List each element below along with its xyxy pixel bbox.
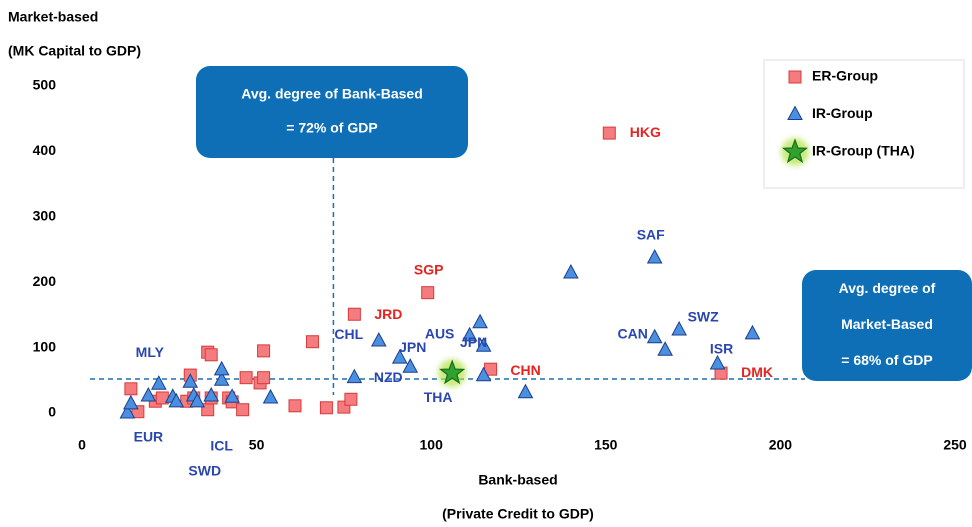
point <box>257 371 271 385</box>
legend-marker <box>788 70 802 84</box>
point <box>344 392 358 406</box>
point <box>213 360 230 376</box>
callout-box <box>802 270 972 381</box>
x-tick-label: 200 <box>769 437 793 453</box>
point-label: DMK <box>741 364 773 380</box>
point-label: JRD <box>374 306 402 322</box>
callout-text: Avg. degree of Bank-Based <box>241 86 423 102</box>
callout-text: Market-Based <box>841 316 933 332</box>
y-tick-label: 100 <box>33 338 57 354</box>
callout-box <box>196 66 468 158</box>
y-tick-label: 200 <box>33 273 57 289</box>
point-label: MLY <box>136 344 165 360</box>
callout-text: = 68% of GDP <box>841 352 932 368</box>
x-tick-label: 50 <box>249 437 265 453</box>
point <box>213 371 230 386</box>
point-label: THA <box>424 389 453 405</box>
legend-label: IR-Group (THA) <box>812 143 915 159</box>
point <box>150 375 167 390</box>
point <box>671 320 687 336</box>
callout-text: = 72% of GDP <box>286 120 377 136</box>
point-label: ISR <box>710 341 733 357</box>
point <box>239 371 253 385</box>
point-label: SWD <box>188 463 221 479</box>
x-axis-title: Bank-based <box>478 472 557 488</box>
point <box>391 349 408 364</box>
y-axis-title: Market-based <box>8 9 98 25</box>
point <box>657 341 674 356</box>
point <box>236 403 250 417</box>
y-tick-label: 300 <box>33 208 57 224</box>
point-label: SAF <box>637 227 665 243</box>
y-tick-label: 400 <box>33 142 57 158</box>
point-label: CAN <box>618 325 648 341</box>
point-label: CHL <box>334 326 363 342</box>
point <box>475 337 492 352</box>
x-tick-label: 0 <box>78 437 86 453</box>
point <box>744 324 761 340</box>
point-label: NZD <box>374 369 403 385</box>
point <box>563 263 579 279</box>
point-label: AUS <box>425 326 455 342</box>
point <box>602 126 616 140</box>
point <box>123 394 139 410</box>
point <box>288 399 302 413</box>
x-tick-label: 250 <box>943 437 967 453</box>
y-axis-title: (MK Capital to GDP) <box>8 43 141 59</box>
point-label: CHN <box>510 362 540 378</box>
point <box>439 359 466 385</box>
point <box>402 358 419 373</box>
legend-marker <box>787 105 803 120</box>
point <box>203 386 220 402</box>
y-tick-label: 500 <box>33 77 57 93</box>
point <box>319 401 333 415</box>
point <box>646 248 663 264</box>
point <box>224 388 240 403</box>
point <box>370 332 387 347</box>
callout-text: Avg. degree of <box>839 280 936 296</box>
point <box>257 344 271 358</box>
point <box>168 392 185 408</box>
legend-marker <box>781 138 809 164</box>
point <box>472 313 488 329</box>
point <box>346 368 363 384</box>
point <box>709 354 726 370</box>
point <box>119 403 136 419</box>
point-label: JPN <box>460 334 487 350</box>
point-label: ICL <box>210 438 233 454</box>
point <box>646 328 663 344</box>
point-label: SGP <box>414 261 444 277</box>
legend-label: ER-Group <box>812 68 878 84</box>
x-tick-label: 150 <box>594 437 618 453</box>
point-label: EUR <box>134 429 164 445</box>
point <box>182 373 199 388</box>
point <box>189 392 206 408</box>
point-label: SWZ <box>688 309 720 325</box>
x-tick-label: 100 <box>420 437 444 453</box>
point <box>305 335 319 349</box>
legend-label: IR-Group <box>812 105 873 121</box>
point <box>517 383 534 399</box>
point <box>347 307 361 321</box>
point <box>461 326 478 342</box>
point <box>204 348 218 362</box>
point <box>421 286 435 300</box>
point <box>262 388 279 404</box>
x-axis-title: (Private Credit to GDP) <box>442 506 594 522</box>
point <box>140 386 157 402</box>
point <box>475 366 492 382</box>
point-label: HKG <box>630 124 661 140</box>
point-label: JPN <box>399 339 426 355</box>
point <box>124 382 138 396</box>
y-tick-label: 0 <box>48 404 56 420</box>
